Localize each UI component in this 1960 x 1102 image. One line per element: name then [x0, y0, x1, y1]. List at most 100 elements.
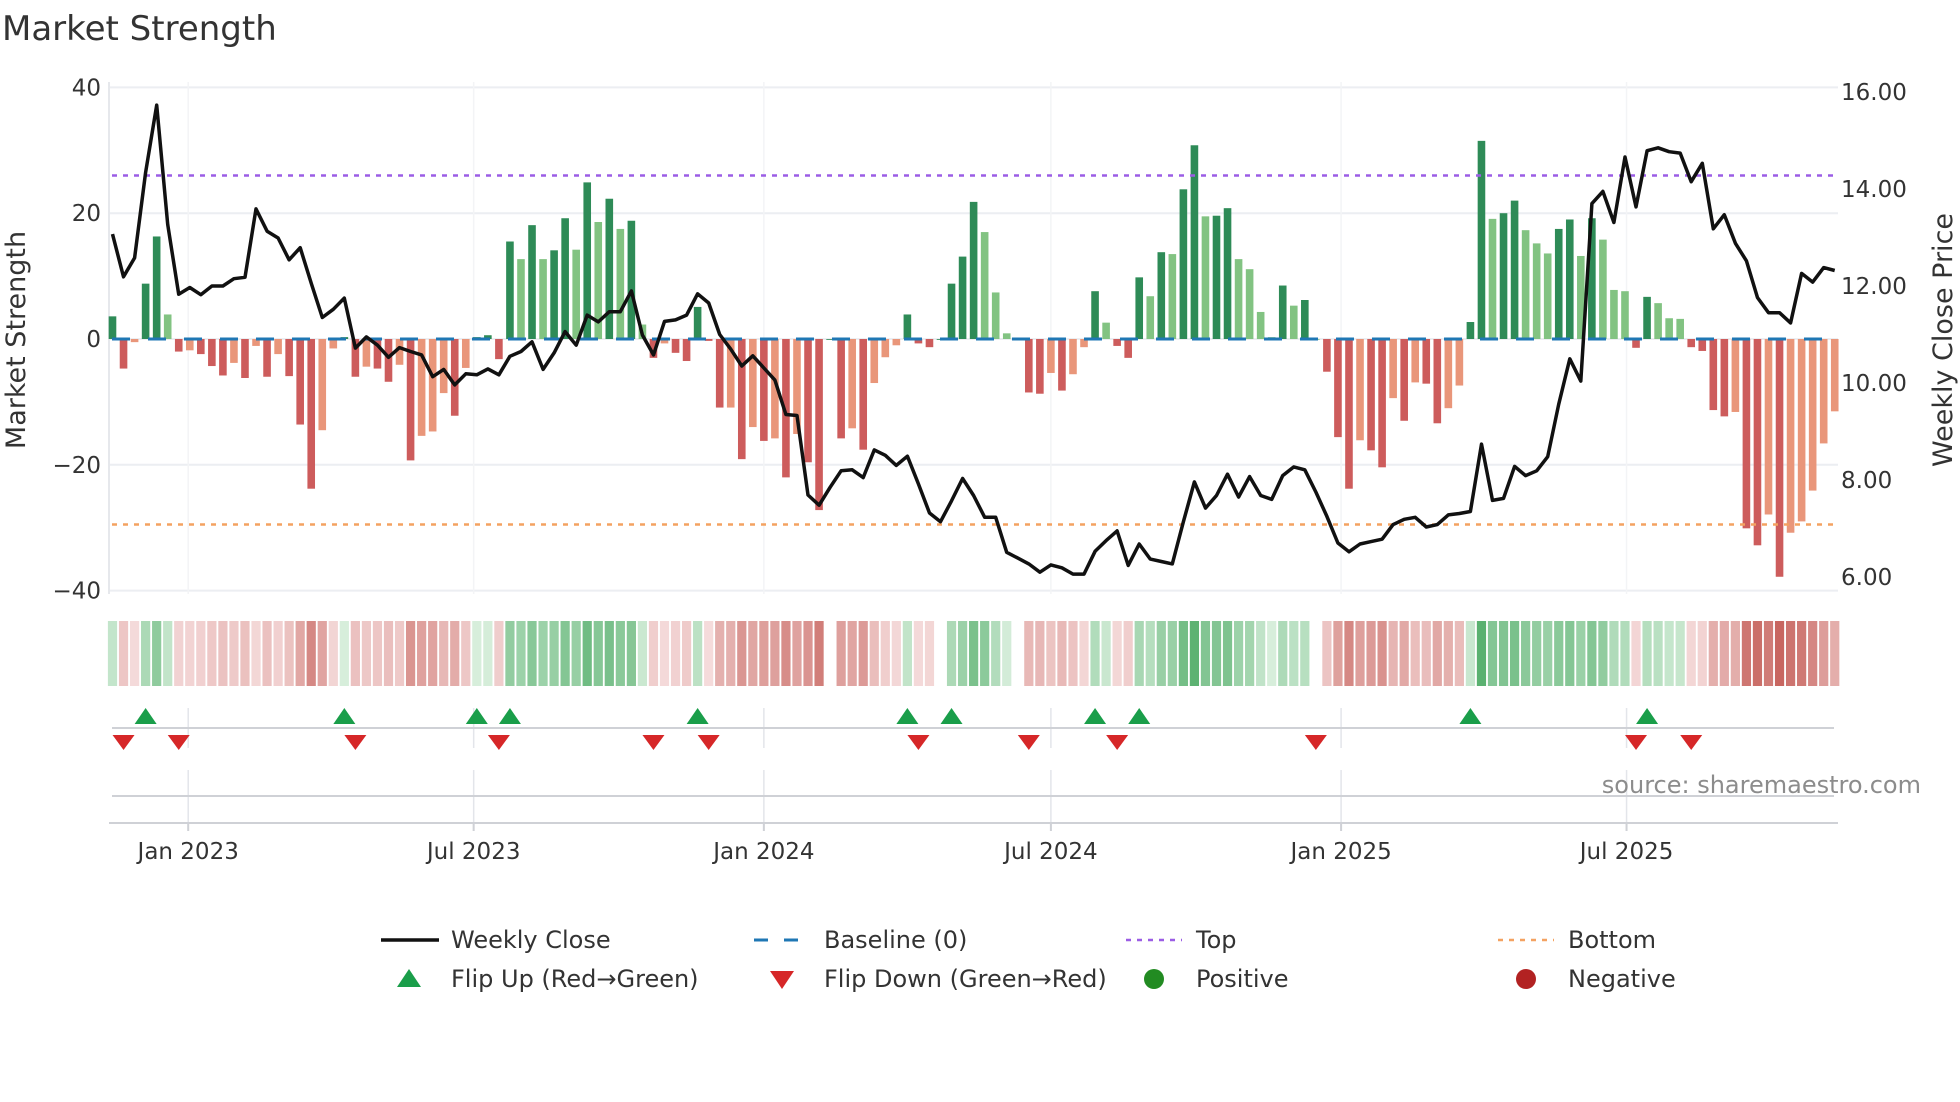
strength-bar [1234, 259, 1243, 339]
strip-cell [361, 621, 372, 686]
strength-bar [1422, 339, 1431, 384]
legend-item: Weekly Close [381, 926, 611, 954]
strip-cell [814, 621, 824, 686]
strip-cell [196, 621, 206, 686]
strength-bar [892, 339, 901, 346]
strength-bar [760, 339, 768, 441]
strength-bar [1334, 339, 1342, 438]
strip-cell [571, 621, 581, 686]
strength-bar [616, 228, 625, 339]
strength-bar [737, 339, 746, 460]
strength-bar [1245, 269, 1254, 339]
strip-cell [847, 621, 857, 686]
legend-item: Flip Up (Red→Green) [397, 965, 699, 993]
strength-bar [285, 339, 293, 377]
strip-cell [1322, 621, 1332, 686]
strength-bar [1190, 145, 1199, 339]
y-tick-label: −20 [52, 453, 101, 479]
flip-markers [112, 708, 1703, 750]
strip-cell [483, 621, 493, 686]
strip-cell [383, 621, 394, 686]
strength-bar [1764, 339, 1773, 515]
flip-down-marker [697, 735, 720, 750]
legend-label: Negative [1568, 965, 1676, 993]
legend-triangle-down-icon [770, 971, 794, 989]
flip-down-marker [1625, 735, 1648, 750]
strip-cell [1377, 621, 1387, 686]
strength-bar [693, 306, 702, 339]
axis-ticks: 40 20 0 −20 −40 16.00 14.00 12.00 10.00 8.00 6.00 J… [52, 75, 1906, 865]
strength-bar [1411, 339, 1420, 383]
strip-cell [615, 621, 625, 686]
y2-tick-label: 16.00 [1841, 80, 1907, 106]
strip-cell [339, 621, 349, 686]
strip-cell [737, 621, 747, 686]
strength-bar [605, 198, 614, 339]
strip-cell [781, 621, 791, 686]
strip-cell [902, 621, 912, 686]
y-axis-label: Market Strength [1, 231, 32, 449]
strength-bar [870, 339, 879, 384]
strength-bar [660, 339, 669, 344]
strip-cell [1178, 621, 1188, 686]
x-tick-label: Jul 2024 [1002, 839, 1098, 865]
x-tick-label: Jan 2023 [136, 839, 239, 865]
strip-cell [1388, 621, 1398, 686]
flip-down-marker [1680, 735, 1703, 750]
strength-bar [528, 225, 536, 339]
strength-bar [1797, 339, 1806, 522]
strength-bar [1621, 291, 1629, 339]
strip-cell [582, 621, 592, 686]
strength-bar [1554, 228, 1563, 339]
strip-cell [1487, 621, 1498, 686]
strip-cell [1763, 621, 1774, 686]
strip-cell [1024, 621, 1034, 686]
legend-label: Weekly Close [451, 926, 611, 954]
flip-up-marker [134, 708, 157, 724]
strip-cell [273, 621, 283, 686]
strength-bar [594, 222, 603, 339]
strength-bar [1367, 339, 1375, 451]
flip-up-marker [1084, 708, 1107, 724]
strength-bar [1168, 254, 1177, 339]
strength-bar [815, 339, 823, 511]
strength-bar [219, 339, 227, 376]
strength-bar [252, 339, 260, 346]
strip-cell [284, 621, 294, 686]
legend-dot-icon [1516, 969, 1536, 989]
strip-cell [1211, 621, 1222, 686]
strip-cell [417, 621, 427, 686]
strip-cell [317, 621, 327, 686]
strength-bar [1577, 255, 1585, 339]
strip-cell [1156, 621, 1166, 686]
strip-cell [1830, 621, 1840, 686]
strength-bar [1742, 339, 1751, 529]
strength-bar [1775, 339, 1784, 577]
strip-cell [229, 621, 239, 686]
strip-cell [1123, 621, 1133, 686]
strength-bar [1654, 303, 1662, 339]
legend-dot-icon [1144, 969, 1164, 989]
strip-cell [1752, 621, 1763, 686]
strip-cell [1774, 621, 1785, 686]
strip-cell [957, 621, 968, 686]
flip-up-marker [1636, 708, 1659, 724]
strength-bar [373, 339, 382, 369]
strength-bar [903, 314, 912, 339]
strip-cell [1366, 621, 1376, 686]
strength-bar [881, 339, 890, 358]
strength-bar [859, 339, 868, 450]
strength-bar [1731, 339, 1740, 412]
strip-cell [1498, 621, 1509, 686]
strength-bar [1466, 322, 1475, 339]
strip-cell [604, 621, 614, 686]
flip-up-marker [940, 708, 963, 724]
strip-cell [1664, 621, 1674, 686]
strength-bar [208, 339, 216, 367]
flip-down-marker [1017, 735, 1040, 750]
flip-up-marker [498, 708, 521, 724]
strength-bar [1720, 339, 1729, 417]
strength-bar [1698, 339, 1707, 351]
strength-bar [1135, 277, 1144, 339]
